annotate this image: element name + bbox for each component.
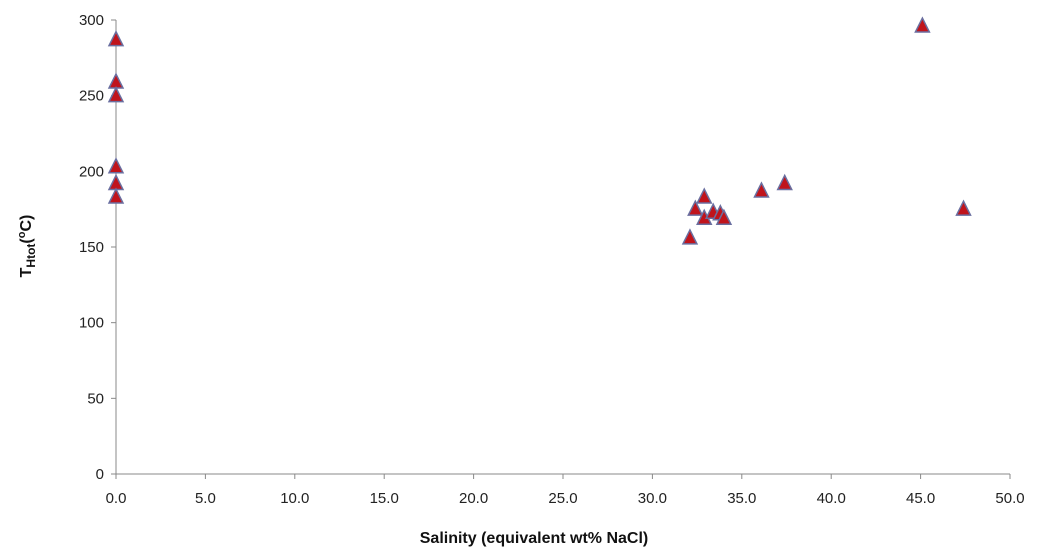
y-axis-ticks: 0 50 100 150 200 250 300 xyxy=(79,12,116,483)
data-point-triangle xyxy=(107,187,125,204)
y-axis-title-unit: C) xyxy=(18,215,35,232)
x-tick-label: 20.0 xyxy=(459,490,488,507)
y-axis-title-base: T xyxy=(18,267,35,277)
x-tick-label: 45.0 xyxy=(906,490,935,507)
y-tick-label: 50 xyxy=(87,390,104,407)
data-point-triangle xyxy=(107,85,125,103)
x-tick-label: 5.0 xyxy=(195,490,216,507)
y-tick-label: 100 xyxy=(79,315,104,332)
data-point-triangle xyxy=(107,72,125,89)
y-axis-title-open-paren: ( xyxy=(18,238,35,244)
data-points xyxy=(107,16,972,245)
data-point-triangle xyxy=(753,181,770,198)
data-point-triangle xyxy=(681,228,699,245)
y-tick-label: 300 xyxy=(79,12,104,29)
x-tick-label: 35.0 xyxy=(727,490,756,507)
data-point-triangle xyxy=(696,187,713,204)
x-tick-label: 50.0 xyxy=(995,490,1024,507)
x-tick-label: 15.0 xyxy=(370,490,399,507)
x-axis-ticks: 0.0 5.0 10.0 15.0 20.0 25.0 30.0 35.0 40.0 45.0 50… xyxy=(106,474,1025,507)
data-point-triangle xyxy=(687,199,704,216)
y-axis-title-subscript: Htot xyxy=(24,244,38,268)
data-point-triangle xyxy=(107,157,125,174)
x-tick-label: 10.0 xyxy=(280,490,309,507)
y-tick-label: 250 xyxy=(79,88,104,105)
y-tick-label: 0 xyxy=(96,466,104,483)
data-point-triangle xyxy=(955,199,972,216)
y-axis-title-superscript: o xyxy=(16,231,28,238)
x-tick-label: 40.0 xyxy=(817,490,846,507)
y-tick-label: 150 xyxy=(79,239,104,256)
y-axis-title: THtot(oC) xyxy=(16,215,38,278)
data-point-triangle xyxy=(107,173,125,191)
y-tick-label: 200 xyxy=(79,163,104,180)
x-axis-title: Salinity (equivalent wt% NaCl) xyxy=(420,530,648,547)
x-tick-label: 0.0 xyxy=(106,490,127,507)
data-point-triangle xyxy=(914,16,931,33)
data-point-triangle xyxy=(776,173,793,191)
data-point-triangle xyxy=(715,208,733,225)
x-tick-label: 30.0 xyxy=(638,490,667,507)
data-point-triangle xyxy=(107,29,125,47)
x-tick-label: 25.0 xyxy=(548,490,577,507)
